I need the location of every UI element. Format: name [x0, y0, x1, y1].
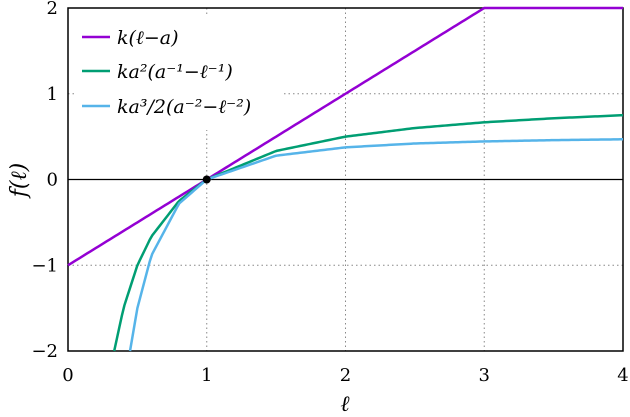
y-tick-label: 0	[47, 170, 58, 191]
y-axis-label: f(ℓ)	[7, 163, 32, 199]
x-tick-label: 0	[62, 365, 73, 386]
legend: k(ℓ−a) ka²(a⁻¹−ℓ⁻¹) ka³/2(a⁻²−ℓ⁻²)	[74, 14, 284, 130]
y-tick-label: 1	[47, 84, 58, 105]
y-tick-label: 2	[47, 0, 58, 19]
series-line-3	[128, 138, 624, 352]
x-axis-label: ℓ	[340, 392, 350, 417]
legend-label-1: k(ℓ−a)	[117, 27, 179, 49]
x-tick-label: 4	[617, 365, 628, 386]
y-tick-label: −1	[31, 255, 58, 276]
x-tick-label: 2	[340, 365, 351, 386]
x-axis-ticks: 0 1 2 3 4	[62, 365, 628, 386]
marker-point	[202, 175, 211, 184]
y-axis-ticks: −2 −1 0 1 2	[31, 0, 58, 362]
legend-label-2: ka²(a⁻¹−ℓ⁻¹)	[117, 61, 233, 83]
legend-label-3: ka³/2(a⁻²−ℓ⁻²)	[117, 96, 251, 118]
x-tick-label: 1	[201, 365, 212, 386]
y-tick-label: −2	[31, 341, 58, 362]
series-line-2	[112, 113, 624, 352]
series-layer	[67, 6, 624, 352]
x-tick-label: 3	[479, 365, 490, 386]
series-line-1	[67, 6, 623, 267]
